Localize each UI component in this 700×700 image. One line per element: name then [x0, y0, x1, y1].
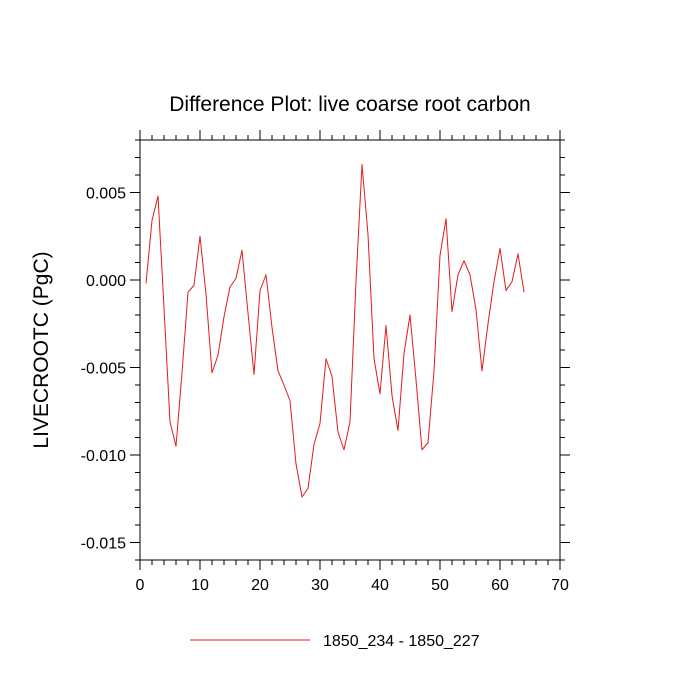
x-tick-label: 30: [311, 577, 329, 594]
series-layer: [145, 164, 525, 498]
x-tick-label: 20: [251, 577, 269, 594]
x-tick-label: 70: [551, 577, 569, 594]
x-tick-label: 10: [191, 577, 209, 594]
y-tick-label: 0.005: [86, 186, 126, 203]
legend-label-series-1: 1850_234 - 1850_227: [323, 633, 480, 650]
axis-ticks: [130, 130, 570, 570]
y-tick-label: -0.010: [81, 448, 126, 465]
y-tick-label: 0.000: [86, 273, 126, 290]
y-tick-label: -0.015: [81, 536, 126, 553]
x-tick-label: 0: [136, 577, 145, 594]
x-tick-label: 50: [431, 577, 449, 594]
x-tick-label: 60: [491, 577, 509, 594]
y-axis-label: LIVECROOTC (PgC): [30, 251, 53, 448]
x-tick-label: 40: [371, 577, 389, 594]
legend: 1850_234 - 1850_227: [190, 633, 480, 650]
chart-title: Difference Plot: live coarse root carbon: [169, 93, 530, 116]
series-line-1: [145, 164, 525, 498]
y-tick-label: -0.005: [81, 361, 126, 378]
axis-tick-labels: 0 10 20 30 40 50 60 70 -0.015 -0.010 -0.005 0.000 0.…: [81, 186, 569, 595]
